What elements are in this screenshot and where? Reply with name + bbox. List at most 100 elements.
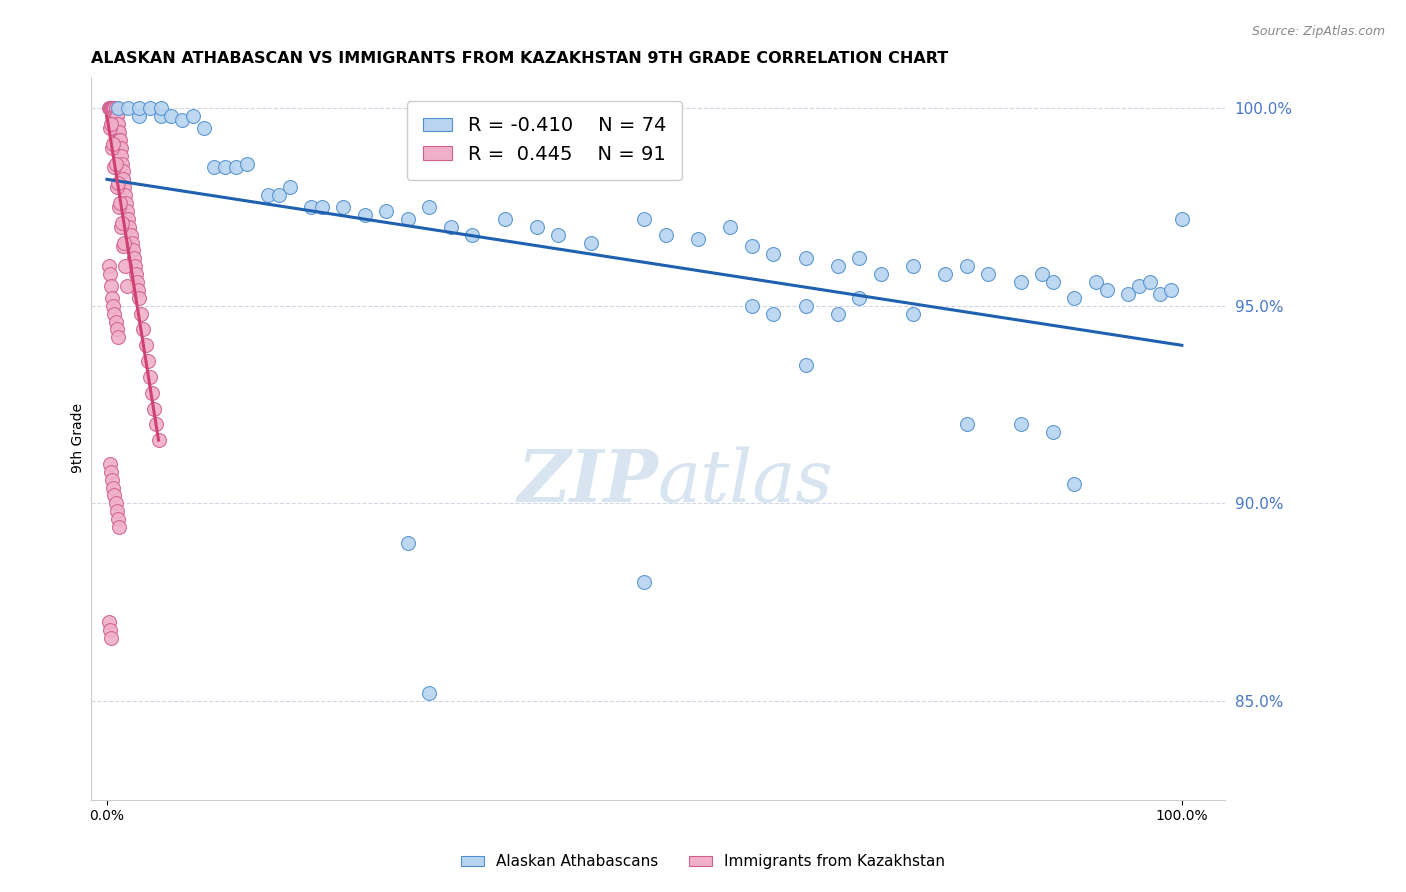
Point (107, 176, 129, 190)
Point (103, 136, 125, 151)
Point (103, 101, 125, 115)
Point (827, 307, 849, 321)
Point (98, 615, 121, 629)
Point (494, 211, 516, 226)
Point (114, 259, 136, 273)
Point (105, 109, 128, 123)
Legend: R = -0.410    N = 74, R =  0.445    N = 91: R = -0.410 N = 74, R = 0.445 N = 91 (408, 101, 682, 179)
Point (1042, 425, 1064, 440)
Point (107, 512, 129, 526)
Point (112, 239, 135, 253)
Point (440, 219, 463, 234)
Point (104, 315, 127, 329)
Point (110, 219, 132, 234)
Point (870, 267, 893, 281)
Point (125, 275, 148, 289)
Y-axis label: 9th Grade: 9th Grade (72, 403, 86, 473)
Point (139, 370, 162, 384)
Point (299, 200, 322, 214)
Point (100, 101, 122, 115)
Point (688, 231, 710, 245)
Point (848, 252, 870, 266)
Point (112, 172, 135, 186)
Point (117, 279, 139, 293)
Point (103, 488, 125, 502)
Point (104, 109, 127, 123)
Point (396, 211, 419, 226)
Point (762, 307, 785, 321)
Point (101, 101, 124, 115)
Point (794, 358, 817, 372)
Point (128, 101, 150, 115)
Point (794, 252, 817, 266)
Point (107, 133, 129, 147)
Point (655, 227, 678, 242)
Point (98, 259, 121, 273)
Point (1116, 287, 1139, 301)
Point (112, 164, 135, 178)
Text: Source: ZipAtlas.com: Source: ZipAtlas.com (1251, 25, 1385, 38)
Point (101, 473, 124, 487)
Point (139, 101, 162, 115)
Point (418, 686, 440, 700)
Point (112, 180, 135, 194)
Point (1042, 275, 1064, 289)
Text: ALASKAN ATHABASCAN VS IMMIGRANTS FROM KAZAKHSTAN 9TH GRADE CORRELATION CHART: ALASKAN ATHABASCAN VS IMMIGRANTS FROM KA… (91, 51, 948, 66)
Point (111, 156, 134, 170)
Point (375, 203, 398, 218)
Point (103, 307, 125, 321)
Point (148, 433, 170, 447)
Point (122, 252, 145, 266)
Point (225, 161, 247, 175)
Point (827, 259, 849, 273)
Point (956, 259, 979, 273)
Point (136, 354, 159, 368)
Point (1139, 275, 1161, 289)
Point (103, 109, 125, 123)
Point (1010, 275, 1032, 289)
Point (934, 267, 956, 281)
Point (108, 196, 131, 211)
Point (98, 101, 121, 115)
Point (105, 117, 128, 131)
Point (579, 235, 602, 250)
Point (100, 465, 122, 479)
Point (135, 338, 157, 352)
Point (718, 219, 741, 234)
Point (1084, 275, 1107, 289)
Point (145, 417, 167, 432)
Point (901, 307, 924, 321)
Text: ZIP: ZIP (517, 446, 658, 517)
Point (104, 101, 127, 115)
Point (1160, 283, 1182, 297)
Legend: Alaskan Athabascans, Immigrants from Kazakhstan: Alaskan Athabascans, Immigrants from Kaz… (456, 848, 950, 875)
Point (1063, 291, 1085, 305)
Point (98, 623, 121, 637)
Point (107, 117, 129, 131)
Point (105, 180, 128, 194)
Point (354, 208, 377, 222)
Point (132, 322, 155, 336)
Point (107, 125, 129, 139)
Point (278, 180, 301, 194)
Text: atlas: atlas (658, 446, 834, 516)
Point (547, 227, 569, 242)
Point (267, 188, 290, 202)
Point (98, 101, 121, 115)
Point (1010, 417, 1032, 432)
Point (115, 196, 138, 211)
Point (1063, 476, 1085, 491)
Point (141, 385, 163, 400)
Point (107, 101, 129, 115)
Point (110, 141, 132, 155)
Point (121, 235, 143, 250)
Point (762, 247, 785, 261)
Point (633, 211, 655, 226)
Point (956, 417, 979, 432)
Point (105, 322, 128, 336)
Point (257, 188, 280, 202)
Point (214, 161, 236, 175)
Point (461, 227, 484, 242)
Point (131, 307, 153, 321)
Point (107, 330, 129, 344)
